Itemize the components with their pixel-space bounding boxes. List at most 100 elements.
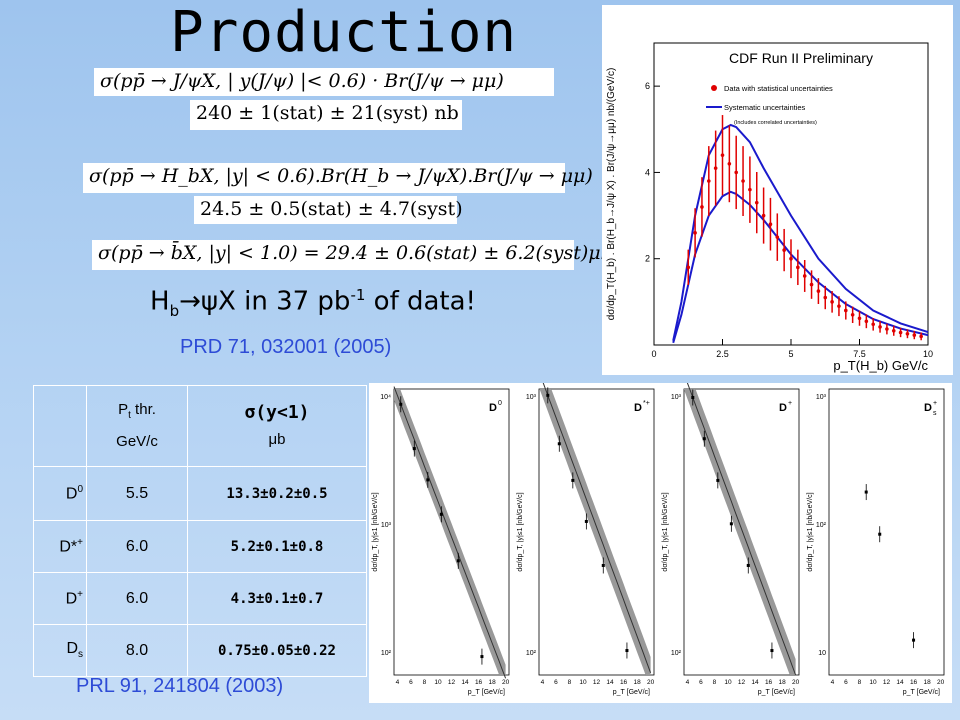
y-tick-label: 10² — [816, 522, 827, 529]
data-point — [782, 248, 786, 252]
row-threshold: 6.0 — [86, 520, 188, 573]
x-tick-label: 4 — [396, 679, 400, 686]
row-sigma: 5.2±0.1±0.8 — [187, 520, 367, 573]
y-tick-label: 2 — [645, 254, 650, 264]
headline-h: H — [150, 286, 170, 317]
data-point — [399, 402, 403, 406]
x-tick-label: 2.5 — [716, 349, 729, 359]
x-tick-label: 16 — [910, 679, 918, 686]
data-point — [919, 334, 923, 339]
row-sigma: 4.3±0.1±0.7 — [187, 572, 367, 625]
x-tick-label: 10 — [869, 679, 877, 686]
headline-text: →ψX in 37 pb — [179, 286, 351, 317]
table-corner-cell — [33, 385, 87, 467]
data-point — [844, 308, 848, 313]
charm-cross-section-table: Pt thr. GeV/c σ(y<1) μb D0 5.5 13.3±0.2±… — [33, 385, 367, 677]
headline-sub: b — [169, 301, 180, 320]
equation-jpsi-line1: σ(pp̄ → J/ψX, | y(J/ψ) |< 0.6) · Br(J/ψ … — [94, 68, 554, 96]
data-point — [816, 289, 821, 293]
x-tick-label: 6 — [844, 679, 848, 686]
x-tick-label: 8 — [568, 679, 572, 686]
y-tick-label: 6 — [645, 81, 650, 91]
theory-curve — [393, 386, 507, 679]
data-point — [857, 316, 862, 321]
data-point — [720, 153, 725, 157]
table-row: Ds 8.0 0.75±0.05±0.22 — [33, 624, 367, 677]
row-threshold: 6.0 — [86, 572, 188, 625]
data-point — [729, 522, 733, 526]
y-tick-label: 10 — [818, 650, 826, 657]
panel-label-sup: + — [788, 400, 792, 407]
data-point — [864, 319, 869, 324]
header-pt-sub: t — [128, 410, 131, 421]
y-tick-label: 4 — [645, 167, 650, 177]
x-tick-label: 6 — [409, 679, 413, 686]
row-name-sup: + — [77, 536, 83, 548]
row-name-sup: + — [77, 588, 83, 600]
page-title: Production — [170, 0, 518, 65]
data-point — [686, 265, 691, 270]
x-tick-label: 8 — [858, 679, 862, 686]
data-point — [748, 187, 752, 192]
panel-frame — [828, 388, 945, 676]
data-point — [789, 256, 793, 261]
x-tick-label: 10 — [923, 349, 933, 359]
row-threshold: 5.5 — [86, 466, 188, 521]
x-tick-label: 14 — [461, 679, 469, 686]
row-sigma: 0.75±0.05±0.22 — [187, 624, 367, 677]
data-point — [571, 478, 575, 482]
x-tick-label: 16 — [765, 679, 773, 686]
data-point — [546, 393, 550, 397]
data-point — [912, 333, 917, 337]
data-point — [802, 274, 807, 278]
y-axis-label: dσ/dp_T, |y|≤1 [nb/GeV/c] — [517, 492, 524, 571]
reference-prd: PRD 71, 032001 (2005) — [180, 336, 392, 358]
x-tick-label: 6 — [554, 679, 558, 686]
row-threshold: 8.0 — [86, 624, 188, 677]
x-axis-label: p_T(H_b) GeV/c — [833, 358, 928, 373]
x-axis-label: p_T [GeV/c] — [758, 689, 795, 696]
x-tick-label: 12 — [448, 679, 456, 686]
data-point — [601, 563, 605, 567]
data-point — [912, 638, 916, 642]
data-point — [796, 265, 800, 270]
theory-curve — [542, 383, 652, 673]
y-tick-label: 10² — [671, 650, 682, 657]
x-axis-label: p_T [GeV/c] — [468, 689, 505, 696]
row-name-text: D* — [59, 538, 78, 556]
x-tick-label: 10 — [579, 679, 587, 686]
headline-exp: -1 — [350, 286, 366, 304]
theory-curve — [686, 383, 797, 676]
x-tick-label: 20 — [647, 679, 655, 686]
charm-panel: D + s 10³ 10² 10 4 6 8 10 12 14 16 18 20 p_T [GeV/c] dσ/… — [807, 388, 945, 696]
equation-jpsi-line2: 240 ± 1(stat) ± 21(syst) nb — [190, 100, 462, 130]
y-axis-label: dσ/dp_T(H_b) . Br(H_b→J/ψ X) . Br(J/ψ→μμ… — [606, 68, 617, 321]
data-point — [716, 478, 720, 482]
panel-label: D — [924, 402, 932, 414]
headline: Hb→ψX in 37 pb-1 of data! — [150, 286, 476, 320]
data-point — [878, 532, 882, 536]
x-tick-label: 12 — [738, 679, 746, 686]
row-name-sub: s — [78, 649, 83, 661]
x-tick-label: 8 — [713, 679, 717, 686]
y-tick-label: 10⁴ — [380, 394, 391, 401]
x-tick-label: 18 — [923, 679, 931, 686]
x-tick-label: 10 — [434, 679, 442, 686]
header-sigma-label: σ(y<1) — [244, 401, 310, 423]
data-point — [426, 478, 430, 482]
data-point — [823, 295, 828, 300]
data-point — [456, 559, 460, 563]
legend-syst: Systematic uncertainties — [724, 103, 806, 112]
theory-band — [684, 389, 796, 675]
panel-label: D — [489, 402, 497, 414]
x-tick-label: 6 — [699, 679, 703, 686]
x-tick-label: 4 — [541, 679, 545, 686]
row-name: D*+ — [33, 520, 87, 573]
x-tick-label: 14 — [606, 679, 614, 686]
x-tick-label: 16 — [475, 679, 483, 686]
row-sigma: 13.3±0.2±0.5 — [187, 466, 367, 521]
x-tick-label: 12 — [593, 679, 601, 686]
x-tick-label: 4 — [686, 679, 690, 686]
legend-data: Data with statistical uncertainties — [724, 84, 833, 93]
data-point — [768, 222, 773, 226]
